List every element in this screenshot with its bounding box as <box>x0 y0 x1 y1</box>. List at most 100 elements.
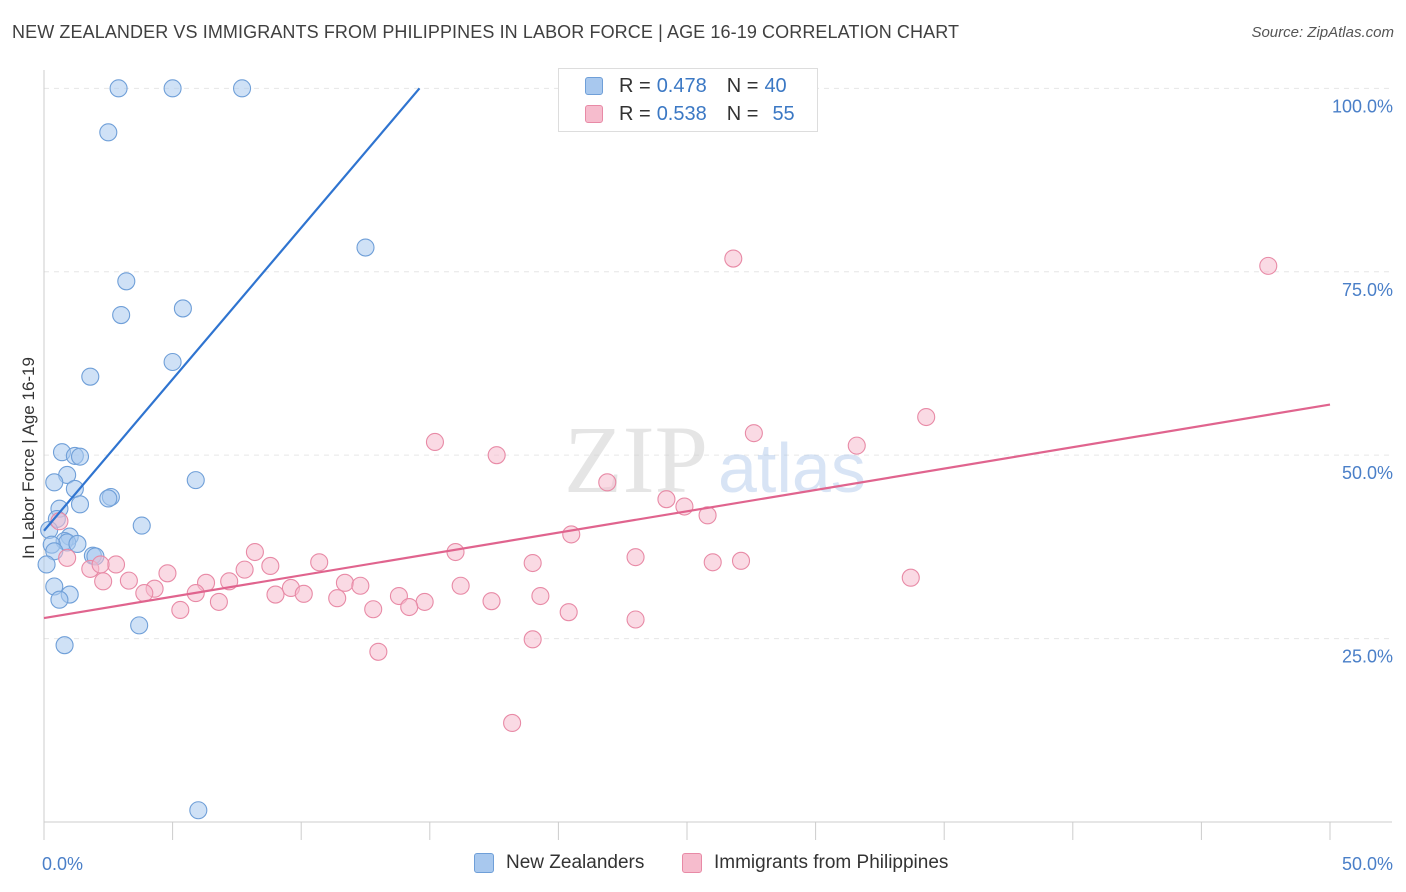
philippines-point <box>119 571 138 590</box>
watermark-zip: ZIP <box>564 406 708 513</box>
new-zealander-point <box>163 79 182 98</box>
new-zealander-point <box>99 489 118 508</box>
philippines-point <box>294 584 313 603</box>
philippines-point <box>503 713 522 733</box>
philippines-point <box>415 592 434 611</box>
philippines-point <box>657 490 676 509</box>
philippines-point <box>94 572 113 591</box>
legend-r-label: R = <box>619 74 651 97</box>
new-zealander-point <box>232 79 252 98</box>
new-zealander-point <box>99 123 118 142</box>
series-legend: New Zealanders Immigrants from Philippin… <box>0 852 1406 878</box>
legend-n-label: N = <box>726 74 759 97</box>
new-zealander-point <box>132 516 151 535</box>
philippines-point <box>626 548 645 567</box>
new-zealander-point <box>117 272 136 291</box>
series-legend-label: New Zealanders <box>506 852 645 873</box>
y-tick-label: 50.0% <box>1342 463 1393 483</box>
philippines-point <box>400 597 419 617</box>
philippines-point <box>744 424 763 443</box>
philippines-point <box>531 586 550 606</box>
legend-n-value: 55 <box>772 102 795 125</box>
new-zealander-point <box>189 801 208 820</box>
philippines-point <box>703 553 722 572</box>
philippines-point <box>724 249 743 268</box>
philippines-point <box>523 630 542 649</box>
philippines-point <box>917 407 936 427</box>
philippines-point <box>487 446 506 465</box>
legend-r-value: 0.478 <box>656 74 707 97</box>
philippines-point <box>1259 256 1278 275</box>
philippines-point <box>266 585 285 604</box>
new-zealander-point <box>37 555 56 574</box>
philippines-point <box>171 600 190 620</box>
series-legend-new-zealanders[interactable]: New Zealanders <box>474 852 644 874</box>
legend-r-value: 0.538 <box>656 102 707 125</box>
new-zealander-point <box>163 352 182 372</box>
philippines-point <box>369 642 388 661</box>
philippines-point <box>847 436 866 455</box>
y-tick-label: 75.0% <box>1342 280 1393 300</box>
philippines-point <box>598 473 617 492</box>
philippines-point <box>328 589 347 608</box>
philippines-point <box>389 586 408 606</box>
watermark-atlas: atlas <box>718 429 866 507</box>
philippines-point <box>559 603 578 622</box>
new-zealander-point <box>70 495 90 514</box>
philippines-point <box>335 573 354 592</box>
philippines-point <box>106 555 126 574</box>
new-zealander-point <box>112 305 131 325</box>
philippines-point <box>91 555 110 574</box>
series-legend-philippines[interactable]: Immigrants from Philippines <box>682 852 948 874</box>
data-points <box>37 79 1278 820</box>
new-zealander-point <box>81 367 100 386</box>
chart-source: Source: ZipAtlas.com <box>1251 24 1394 41</box>
philippines-point <box>209 592 228 611</box>
new-zealander-point <box>186 471 205 490</box>
philippines-point <box>261 556 280 576</box>
gridlines <box>44 87 1392 640</box>
new-zealander-trendline <box>43 87 421 532</box>
philippines-point <box>364 600 383 619</box>
new-zealander-point <box>68 534 87 553</box>
trend-lines <box>43 87 1331 620</box>
x-tick-label: 0.0% <box>42 854 83 874</box>
legend-row-philippines: R = 0.538 N = 55 <box>585 101 795 127</box>
series-swatch-pink <box>682 853 702 873</box>
legend-r-label: R = <box>619 102 651 125</box>
philippines-point <box>135 584 154 603</box>
series-swatch-blue <box>474 853 494 873</box>
new-zealander-point <box>130 616 149 635</box>
philippines-point <box>351 576 370 595</box>
legend-n-label: N = <box>726 102 759 125</box>
x-tick-label: 50.0% <box>1342 854 1393 874</box>
new-zealander-point <box>55 636 74 655</box>
philippines-trendline <box>43 403 1331 620</box>
philippines-point <box>626 610 645 629</box>
philippines-point <box>523 553 542 573</box>
philippines-point <box>158 564 177 583</box>
correlation-legend: R = 0.478 N = 40 R = 0.538 N = 55 <box>558 68 818 132</box>
new-zealander-point <box>356 238 375 257</box>
y-tick-label: 25.0% <box>1342 647 1393 667</box>
philippines-point <box>446 542 465 562</box>
legend-swatch-blue <box>585 77 603 95</box>
new-zealander-point <box>50 590 69 609</box>
new-zealander-point <box>70 447 90 466</box>
new-zealander-point <box>45 473 64 492</box>
philippines-point <box>731 551 751 570</box>
legend-row-new-zealanders: R = 0.478 N = 40 <box>585 73 787 99</box>
axes <box>43 70 1392 840</box>
philippines-point <box>58 548 77 567</box>
chart-title: NEW ZEALANDER VS IMMIGRANTS FROM PHILIPP… <box>12 22 960 42</box>
philippines-point <box>235 560 254 579</box>
philippines-point <box>310 553 329 572</box>
legend-swatch-pink <box>585 105 603 123</box>
legend-n-value: 40 <box>764 74 787 97</box>
philippines-point <box>451 576 470 595</box>
y-axis-title: In Labor Force | Age 16-19 <box>19 357 38 559</box>
y-tick-label: 100.0% <box>1332 96 1393 116</box>
philippines-point <box>245 542 264 562</box>
